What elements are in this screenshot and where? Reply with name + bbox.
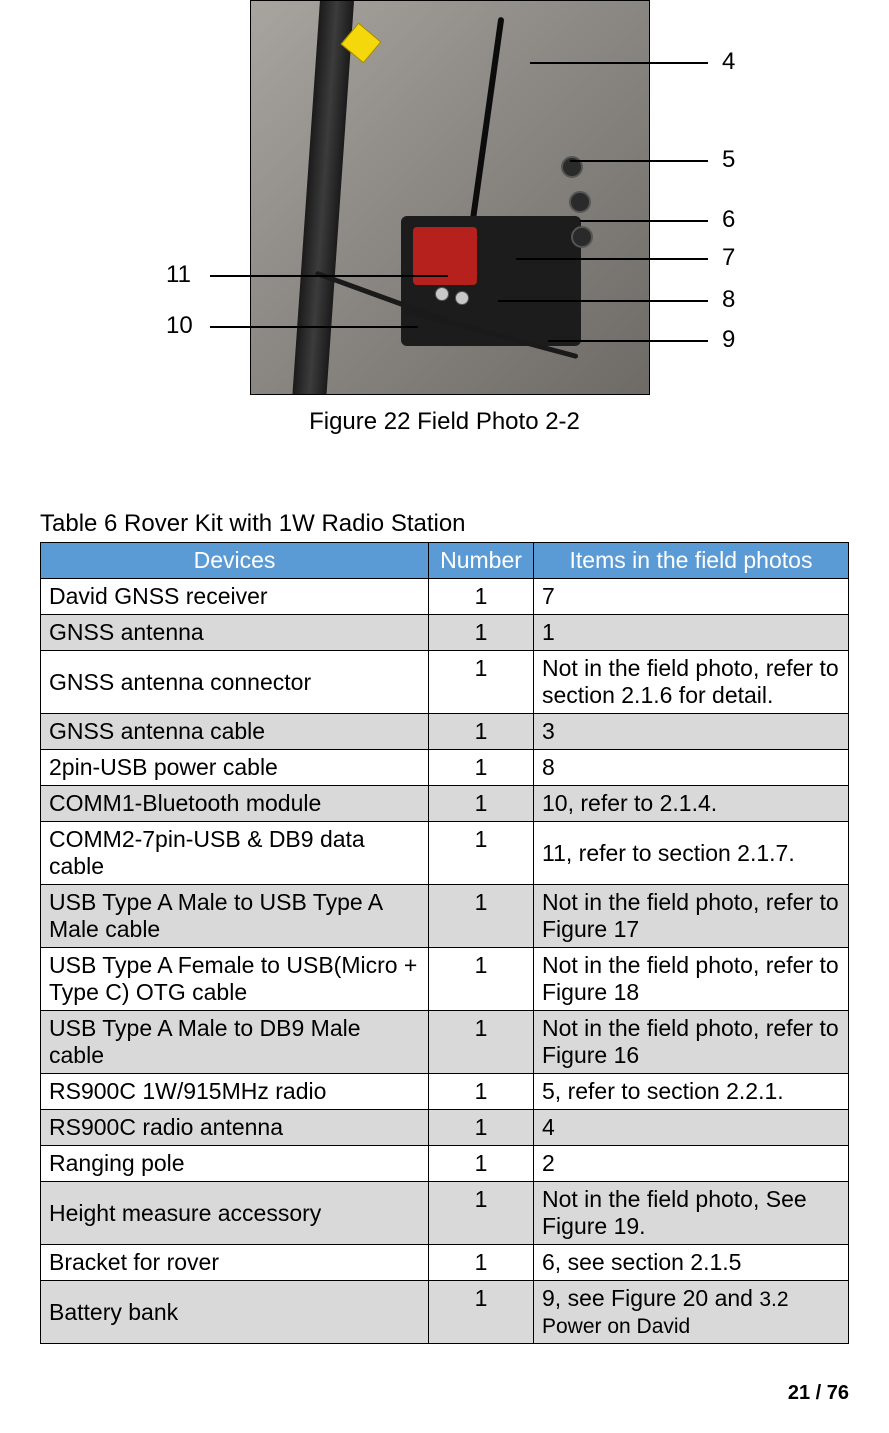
table-row: Battery bank19, see Figure 20 and 3.2 Po… — [41, 1281, 849, 1344]
cell-number: 1 — [429, 822, 534, 885]
cell-device: 2pin-USB power cable — [41, 750, 429, 786]
callout-label: 10 — [166, 312, 193, 340]
header-number: Number — [429, 543, 534, 579]
table-row: RS900C radio antenna14 — [41, 1110, 849, 1146]
cell-number: 1 — [429, 948, 534, 1011]
cell-items: 7 — [534, 579, 849, 615]
table-row: COMM2-7pin-USB & DB9 data cable111, refe… — [41, 822, 849, 885]
table-row: USB Type A Male to DB9 Male cable1Not in… — [41, 1011, 849, 1074]
cell-number: 1 — [429, 1110, 534, 1146]
callout-line — [498, 300, 708, 302]
cell-device: RS900C radio antenna — [41, 1110, 429, 1146]
cell-number: 1 — [429, 1281, 534, 1344]
figure-caption: Figure 22 Field Photo 2-2 — [40, 408, 849, 436]
cell-device: USB Type A Male to USB Type A Male cable — [41, 885, 429, 948]
table-row: USB Type A Female to USB(Micro + Type C)… — [41, 948, 849, 1011]
cell-number: 1 — [429, 885, 534, 948]
cell-items: 4 — [534, 1110, 849, 1146]
callout-label: 6 — [722, 206, 735, 234]
cell-number: 1 — [429, 1011, 534, 1074]
rover-kit-table: Devices Number Items in the field photos… — [40, 542, 849, 1344]
cell-device: RS900C 1W/915MHz radio — [41, 1074, 429, 1110]
figure-area: 4 5 6 7 8 9 11 10 Figure 22 Field Photo 2-2 — [40, 0, 849, 450]
table-row: 2pin-USB power cable18 — [41, 750, 849, 786]
cell-items: 2 — [534, 1146, 849, 1182]
callout-line — [570, 160, 708, 162]
table-row: GNSS antenna cable13 — [41, 714, 849, 750]
cell-number: 1 — [429, 579, 534, 615]
cell-device: COMM1-Bluetooth module — [41, 786, 429, 822]
cell-items: 11, refer to section 2.1.7. — [534, 822, 849, 885]
header-items: Items in the field photos — [534, 543, 849, 579]
table-row: Ranging pole12 — [41, 1146, 849, 1182]
cell-number: 1 — [429, 786, 534, 822]
table-row: Height measure accessory1Not in the fiel… — [41, 1182, 849, 1245]
cell-number: 1 — [429, 1146, 534, 1182]
cell-number: 1 — [429, 651, 534, 714]
table-row: COMM1-Bluetooth module110, refer to 2.1.… — [41, 786, 849, 822]
table-row: RS900C 1W/915MHz radio15, refer to secti… — [41, 1074, 849, 1110]
cell-device: Battery bank — [41, 1281, 429, 1344]
callout-line — [210, 326, 418, 328]
cell-device: David GNSS receiver — [41, 579, 429, 615]
cell-number: 1 — [429, 615, 534, 651]
table-row: GNSS antenna connector1Not in the field … — [41, 651, 849, 714]
header-devices: Devices — [41, 543, 429, 579]
callout-line — [210, 275, 448, 277]
cell-items: Not in the field photo, refer to Figure … — [534, 1011, 849, 1074]
callout-line — [580, 220, 708, 222]
cell-device: USB Type A Female to USB(Micro + Type C)… — [41, 948, 429, 1011]
callout-label: 8 — [722, 286, 735, 314]
cell-number: 1 — [429, 1074, 534, 1110]
cell-items: 5, refer to section 2.2.1. — [534, 1074, 849, 1110]
cell-items: 6, see section 2.1.5 — [534, 1245, 849, 1281]
cell-device: GNSS antenna cable — [41, 714, 429, 750]
field-photo — [250, 0, 650, 395]
cell-items: 8 — [534, 750, 849, 786]
cell-number: 1 — [429, 714, 534, 750]
cell-items: 10, refer to 2.1.4. — [534, 786, 849, 822]
table-title: Table 6 Rover Kit with 1W Radio Station — [40, 510, 849, 538]
cell-number: 1 — [429, 750, 534, 786]
cell-device: GNSS antenna connector — [41, 651, 429, 714]
table-header-row: Devices Number Items in the field photos — [41, 543, 849, 579]
callout-label: 9 — [722, 326, 735, 354]
cell-items: 9, see Figure 20 and 3.2 Power on David — [534, 1281, 849, 1344]
table-row: Bracket for rover16, see section 2.1.5 — [41, 1245, 849, 1281]
cell-items: 3 — [534, 714, 849, 750]
callout-label: 11 — [166, 261, 191, 289]
table-row: USB Type A Male to USB Type A Male cable… — [41, 885, 849, 948]
cell-items: Not in the field photo, See Figure 19. — [534, 1182, 849, 1245]
cell-number: 1 — [429, 1182, 534, 1245]
cell-items: Not in the field photo, refer to Figure … — [534, 885, 849, 948]
cell-device: GNSS antenna — [41, 615, 429, 651]
callout-line — [548, 340, 708, 342]
table-row: GNSS antenna11 — [41, 615, 849, 651]
cell-number: 1 — [429, 1245, 534, 1281]
cell-items: Not in the field photo, refer to section… — [534, 651, 849, 714]
callout-label: 7 — [722, 244, 735, 272]
table-row: David GNSS receiver17 — [41, 579, 849, 615]
cell-items: 1 — [534, 615, 849, 651]
cell-device: Height measure accessory — [41, 1182, 429, 1245]
page-number: 21 / 76 — [788, 1382, 849, 1405]
cell-device: Ranging pole — [41, 1146, 429, 1182]
cell-device: USB Type A Male to DB9 Male cable — [41, 1011, 429, 1074]
cell-device: Bracket for rover — [41, 1245, 429, 1281]
callout-line — [530, 62, 708, 64]
cell-device: COMM2-7pin-USB & DB9 data cable — [41, 822, 429, 885]
callout-line — [516, 258, 708, 260]
cell-items: Not in the field photo, refer to Figure … — [534, 948, 849, 1011]
callout-label: 4 — [722, 48, 735, 76]
callout-label: 5 — [722, 146, 735, 174]
